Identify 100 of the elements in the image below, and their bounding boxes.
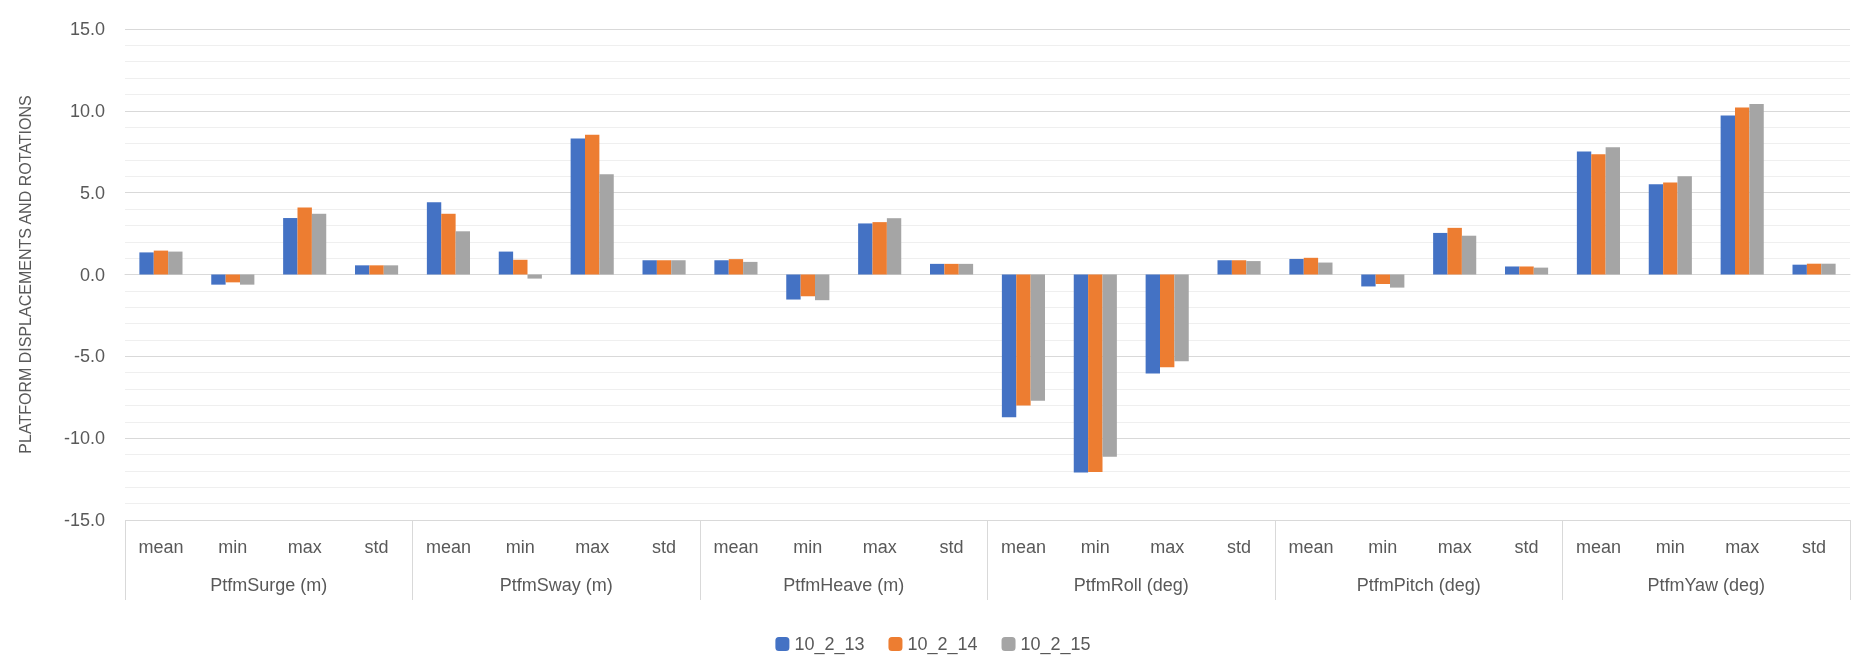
y-tick-label: -5.0 xyxy=(73,346,105,367)
text: PtfmSway (m) xyxy=(499,575,613,595)
bar xyxy=(1030,274,1045,401)
bar xyxy=(369,265,384,275)
bar xyxy=(671,260,686,275)
bar xyxy=(958,263,974,275)
bar xyxy=(1375,274,1390,284)
bar xyxy=(426,202,442,275)
x-tick-label: mean xyxy=(1575,537,1621,557)
bar xyxy=(1533,267,1549,275)
x-tick-label: min xyxy=(218,537,248,557)
x-tick-label: min xyxy=(505,537,535,557)
bar xyxy=(1821,263,1836,275)
bar xyxy=(1806,263,1822,275)
bar xyxy=(527,274,542,279)
bar xyxy=(1720,115,1735,275)
x-tick-label: max xyxy=(575,537,610,557)
y-tick-label: 15.0 xyxy=(69,19,105,39)
bar xyxy=(1361,274,1376,287)
bar xyxy=(858,223,873,275)
bar xyxy=(1792,264,1807,275)
bar xyxy=(1001,274,1017,418)
bar xyxy=(153,250,169,275)
bar xyxy=(1505,266,1520,275)
x-tick-label: std xyxy=(1227,537,1252,557)
bar xyxy=(311,213,327,275)
bar xyxy=(944,263,959,275)
y-tick-label: -15.0 xyxy=(63,510,105,530)
bar xyxy=(1289,258,1304,275)
y-tick-label: 5.0 xyxy=(79,182,105,203)
bar xyxy=(1390,274,1405,288)
x-tick-label: mean xyxy=(1288,537,1334,557)
bar xyxy=(728,259,744,275)
x-tick-label: mean xyxy=(713,537,759,557)
bar xyxy=(455,231,470,275)
x-tick-label: std xyxy=(652,537,677,557)
y-tick-label: -10.0 xyxy=(63,428,105,449)
bar xyxy=(815,274,830,301)
x-tick-label: max xyxy=(1437,537,1472,557)
bar xyxy=(872,222,887,275)
bar xyxy=(297,207,312,275)
y-tick-label: 0.0 xyxy=(79,264,105,285)
bar xyxy=(1461,235,1477,275)
text: PtfmSurge (m) xyxy=(210,575,328,595)
text: PtfmRoll (deg) xyxy=(1073,575,1189,595)
bar xyxy=(570,138,585,275)
bar xyxy=(1174,274,1189,362)
bar xyxy=(1605,147,1620,275)
bar xyxy=(383,265,399,275)
text: PtfmPitch (deg) xyxy=(1356,575,1481,595)
x-tick-label: std xyxy=(364,537,389,557)
bar xyxy=(441,213,456,275)
bar xyxy=(1145,274,1160,374)
legend-label: 10_2_15 xyxy=(1020,634,1091,655)
bar xyxy=(1677,176,1692,275)
x-tick-label: mean xyxy=(138,537,184,557)
bar xyxy=(283,218,298,275)
bar xyxy=(599,174,614,275)
bar xyxy=(355,265,370,275)
bar xyxy=(1246,261,1261,275)
bar xyxy=(240,274,255,285)
bar xyxy=(498,251,514,275)
x-tick-label: max xyxy=(862,537,897,557)
bar xyxy=(886,218,902,275)
x-tick-label: min xyxy=(793,537,823,557)
x-tick-label: mean xyxy=(425,537,471,557)
bar xyxy=(1217,260,1232,275)
bar xyxy=(1231,260,1247,275)
x-tick-label: min xyxy=(1655,537,1685,557)
x-tick-label: max xyxy=(287,537,322,557)
x-tick-label: max xyxy=(1725,537,1760,557)
bar xyxy=(168,251,183,275)
bar xyxy=(743,261,758,275)
bar xyxy=(1591,154,1606,275)
text: PtfmYaw (deg) xyxy=(1647,575,1766,595)
bar xyxy=(585,134,600,275)
x-tick-label: std xyxy=(1802,537,1827,557)
bar xyxy=(1663,182,1678,275)
bar xyxy=(1519,266,1534,275)
bar xyxy=(1088,274,1103,472)
bar xyxy=(211,274,226,285)
bar xyxy=(1016,274,1031,406)
bar xyxy=(1447,227,1462,275)
x-tick-label: max xyxy=(1150,537,1185,557)
legend-label: 10_2_13 xyxy=(794,634,865,655)
bar xyxy=(642,260,657,275)
text: PtfmHeave (m) xyxy=(783,575,905,595)
bar xyxy=(1102,274,1117,457)
bar xyxy=(513,259,528,275)
bar xyxy=(656,260,672,275)
bar xyxy=(1160,274,1175,368)
bar xyxy=(139,252,154,275)
bar xyxy=(1735,107,1750,275)
bar xyxy=(1318,262,1333,275)
bar xyxy=(1433,232,1448,275)
x-tick-label: std xyxy=(939,537,964,557)
y-axis-title: PLATFORM DISPLACEMENTS AND ROTATIONS xyxy=(16,95,34,454)
x-tick-label: std xyxy=(1514,537,1539,557)
bar xyxy=(1576,151,1592,275)
bar xyxy=(1749,103,1764,275)
